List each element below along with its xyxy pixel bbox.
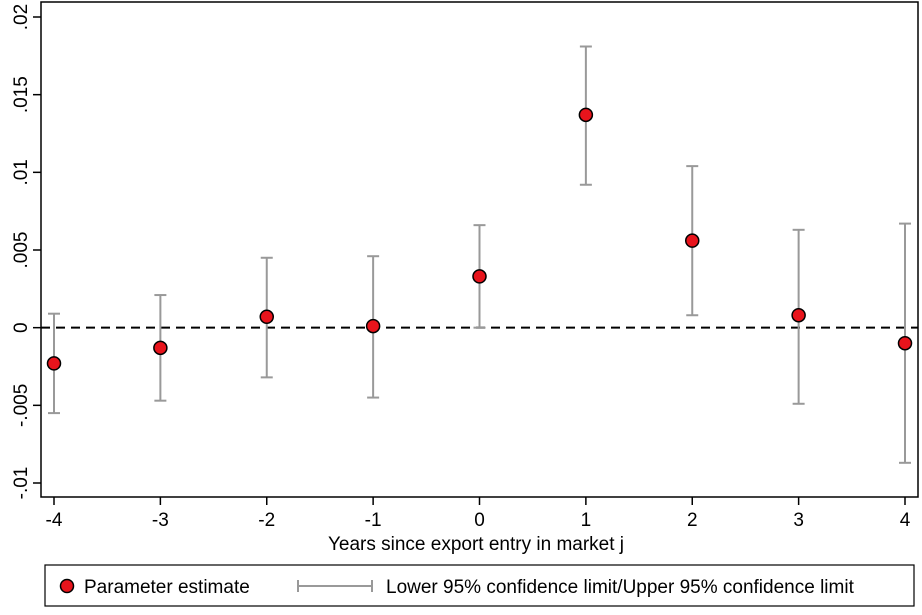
x-tick-label: -4 [46,510,63,531]
y-tick-label: -.005 [11,384,32,427]
legend: Parameter estimate Lower 95% confidence … [59,577,855,598]
x-tick-label: 1 [581,510,592,531]
y-tick-label: 0 [11,322,32,333]
x-tick-label: 3 [793,510,804,531]
data-point [472,269,487,284]
data-point [259,309,274,325]
data-point [46,356,62,371]
y-tick-label: .015 [11,76,32,113]
data-point [153,340,168,356]
legend-box [44,564,915,607]
parameter-estimates [46,107,913,371]
x-tick-label: 2 [687,510,698,531]
legend-point-marker [59,578,75,594]
data-point [685,233,700,248]
x-tick-label: -3 [152,510,169,531]
y-axis: -.01 -.005 0 .005 .01 .015 .02 [11,4,41,500]
legend-errorbar-marker [297,580,373,592]
data-point [365,318,381,334]
y-tick-label: .005 [11,232,32,269]
data-point [897,335,913,351]
y-tick-label: -.01 [11,467,32,500]
y-tick-label: .01 [11,159,32,185]
x-tick-label: -1 [365,510,382,531]
x-tick-label: 4 [900,510,911,531]
data-point [578,107,594,123]
data-point [791,307,806,323]
legend-label-estimate: Parameter estimate [84,577,250,598]
legend-label-confidence: Lower 95% confidence limit/Upper 95% con… [386,577,855,598]
x-axis-title: Years since export entry in market j [328,534,624,555]
x-tick-label: 0 [474,510,485,531]
y-tick-label: .02 [11,4,32,30]
x-tick-label: -2 [258,510,275,531]
x-axis: -4 -3 -2 -1 0 1 2 3 4 [46,497,911,531]
confidence-intervals [48,45,911,464]
